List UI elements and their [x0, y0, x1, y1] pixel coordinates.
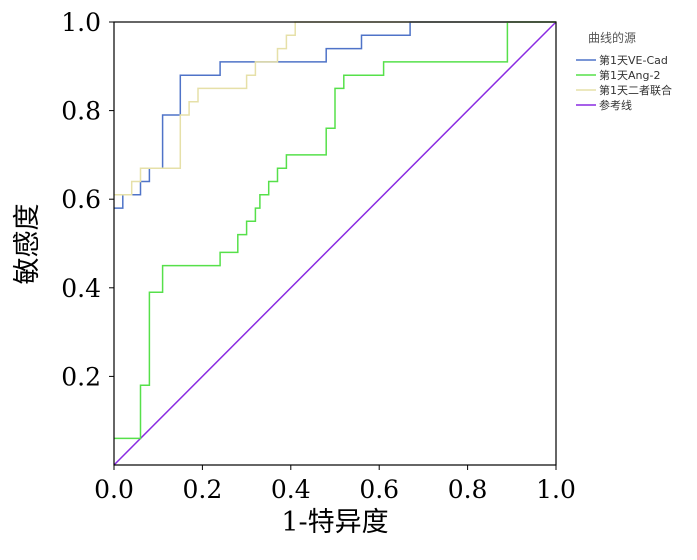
y-tick-label: 0.2 [61, 362, 101, 391]
x-tick-label: 1.0 [536, 475, 576, 504]
legend-label: 第1天二者联合 [599, 83, 672, 97]
y-tick-label: 1.0 [61, 8, 101, 37]
plot-area-frame [113, 21, 557, 466]
y-tick-label: 0.4 [61, 274, 101, 303]
series-line-2 [114, 21, 556, 440]
y-tick-label: 0.6 [61, 185, 101, 214]
legend-label: 第1天Ang-2 [599, 68, 660, 82]
series-line-4 [113, 21, 557, 466]
legend-title: 曲线的源 [588, 30, 636, 45]
x-tick-label: 0.0 [94, 475, 134, 504]
x-tick-label: 0.2 [183, 475, 223, 504]
x-tick-label: 0.6 [359, 475, 399, 504]
x-tick-label: 0.8 [448, 475, 488, 504]
y-axis-title: 敏感度 [12, 204, 43, 285]
series-line-3 [114, 21, 556, 196]
series-line-1 [114, 21, 556, 209]
x-tick-label: 0.4 [271, 475, 311, 504]
legend-label: 第1天VE-Cad [599, 53, 668, 67]
legend-label: 参考线 [599, 98, 632, 112]
tick-layer: 0.0 0.2 0.4 0.6 0.8 1.0 0.2 0.4 0.6 0.8 1.0 [61, 8, 576, 504]
y-tick-label: 0.8 [61, 97, 101, 126]
series-layer [113, 21, 557, 466]
x-axis-title: 1-特异度 [281, 507, 388, 538]
